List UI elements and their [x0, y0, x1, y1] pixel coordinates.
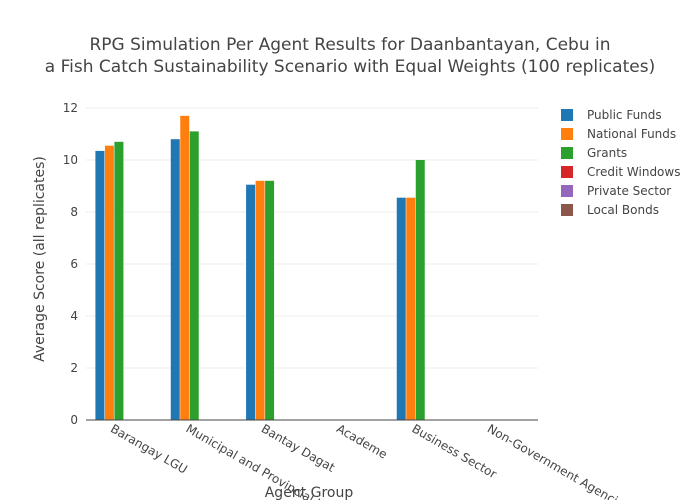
bar	[95, 150, 105, 420]
x-tick-label: Non-Government Agencies	[485, 421, 632, 500]
bar	[114, 141, 124, 421]
legend-swatch	[561, 109, 573, 121]
legend-swatch	[561, 147, 573, 159]
x-axis-title: Agent Group	[265, 485, 354, 500]
y-tick-label: 6	[70, 257, 78, 271]
chart-title-line-2: a Fish Catch Sustainability Scenario wit…	[45, 57, 655, 77]
legend-item[interactable]: Private Sector	[561, 184, 671, 198]
x-tick-label: Academe	[334, 421, 390, 461]
y-axis-title: Average Score (all replicates)	[32, 156, 48, 362]
bar	[246, 184, 256, 420]
legend-swatch	[561, 128, 573, 140]
bar	[104, 145, 114, 420]
legend-label: Grants	[587, 146, 627, 160]
legend-label: National Funds	[587, 127, 676, 141]
legend-label: Private Sector	[587, 184, 671, 198]
bar	[396, 197, 406, 420]
bar	[265, 180, 275, 420]
bar	[170, 139, 180, 420]
bar	[406, 197, 416, 420]
y-tick-label: 10	[63, 153, 78, 167]
legend-item[interactable]: Grants	[561, 146, 627, 160]
legend-item[interactable]: Credit Windows	[561, 165, 680, 179]
bar	[189, 131, 199, 420]
legend-item[interactable]: Local Bonds	[561, 203, 659, 217]
legend-item[interactable]: Public Funds	[561, 108, 662, 122]
y-tick-label: 12	[63, 101, 78, 115]
bar	[255, 180, 265, 420]
bar	[415, 160, 425, 420]
chart-title: RPG Simulation Per Agent Results for Daa…	[45, 35, 655, 77]
gridlines	[86, 107, 538, 369]
y-tick-labels: 0 2 4 6 8 10 12	[63, 101, 78, 427]
legend: Public Funds National Funds Grants Credit W…	[561, 108, 680, 217]
chart-title-line-1: RPG Simulation Per Agent Results for Daa…	[89, 35, 610, 55]
y-tick-label: 8	[70, 205, 78, 219]
legend-label: Public Funds	[587, 108, 662, 122]
legend-item[interactable]: National Funds	[561, 127, 676, 141]
y-tick-label: 4	[70, 309, 78, 323]
legend-swatch	[561, 166, 573, 178]
bars	[95, 115, 425, 421]
legend-label: Credit Windows	[587, 165, 680, 179]
legend-swatch	[561, 204, 573, 216]
legend-label: Local Bonds	[587, 203, 659, 217]
y-tick-label: 2	[70, 361, 78, 375]
y-tick-label: 0	[70, 413, 78, 427]
x-tick-label: Barangay LGU	[108, 421, 190, 476]
bar	[180, 115, 190, 421]
legend-swatch	[561, 185, 573, 197]
